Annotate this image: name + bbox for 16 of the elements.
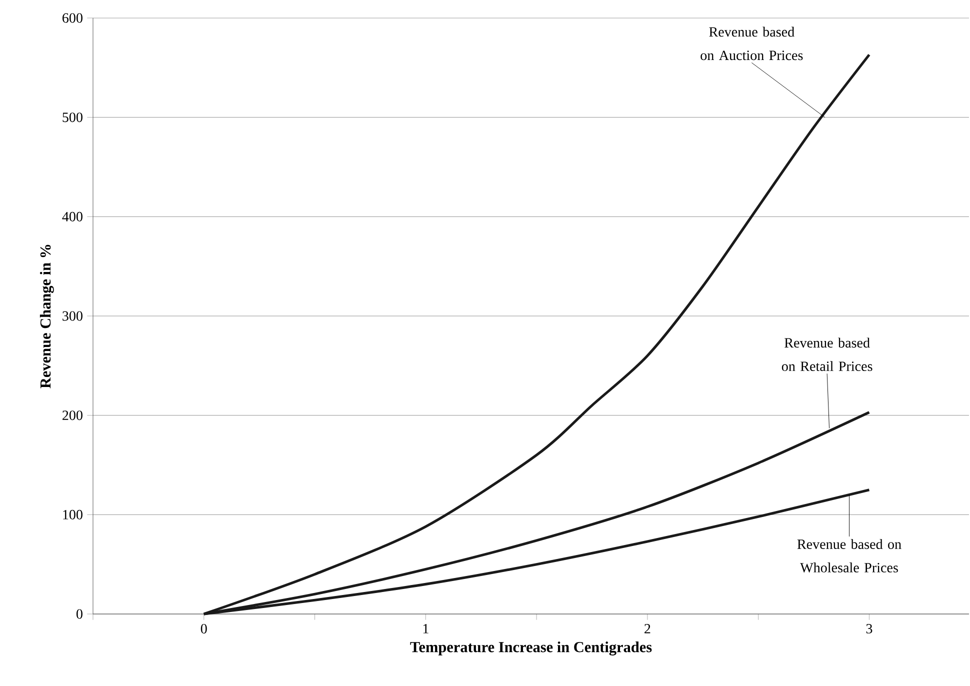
x-tick-label: 1 — [423, 624, 428, 634]
y-tick-label: 400 — [62, 212, 82, 222]
y-tick-label: 600 — [62, 13, 82, 23]
annotation: Revenue based on Wholesale Prices — [797, 539, 902, 572]
x-tick-label: 2 — [644, 624, 650, 634]
y-tick-label: 200 — [62, 410, 82, 420]
y-tick-label: 500 — [62, 112, 82, 122]
y-tick-label: 100 — [63, 510, 82, 520]
x-tick-label: 0 — [200, 624, 207, 634]
x-tick-label: 3 — [866, 624, 872, 634]
x-axis-title: Temperature Increase in Centigrades — [410, 642, 652, 656]
y-tick-label: 0 — [76, 609, 82, 619]
annotation: Revenue based on Auction Prices — [700, 26, 803, 60]
annotation: Revenue based on Retail Prices — [782, 338, 872, 372]
y-tick-label: 300 — [62, 311, 82, 321]
y-axis-title: Revenue Change in % — [40, 244, 54, 388]
